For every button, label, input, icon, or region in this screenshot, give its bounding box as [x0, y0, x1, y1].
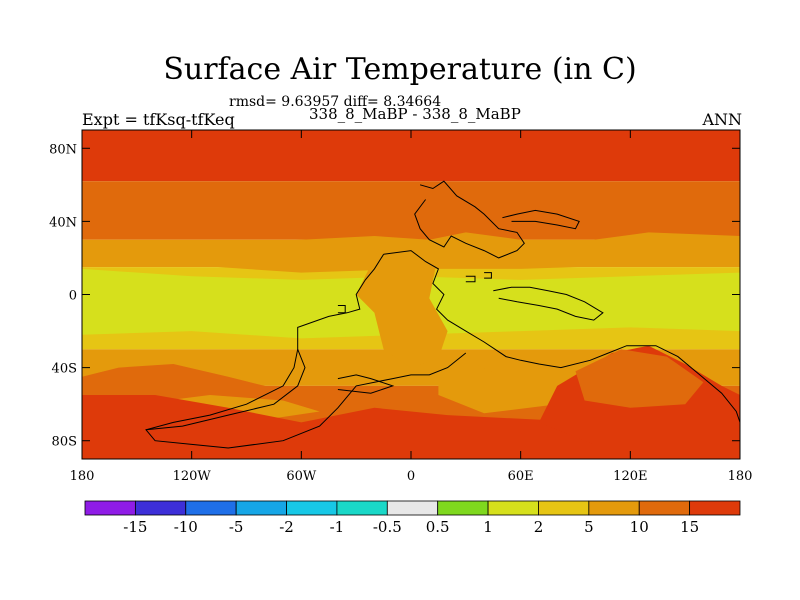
chart-subtitle: 338_8_MaBP - 338_8_MaBP	[309, 105, 521, 123]
colorbar-swatch-11	[638, 500, 691, 516]
colorbar-swatch-0	[84, 500, 136, 516]
rmsd-diff-text: rmsd= 9.63957 diff= 8.34664	[229, 94, 442, 110]
colorbar-label-5: -0.5	[373, 518, 402, 536]
colorbar-swatch-2	[185, 500, 237, 516]
experiment-label: Expt = tfKsq-tfKeq	[82, 110, 235, 129]
latitude-band-1	[82, 181, 740, 240]
contour-region-6	[82, 395, 740, 459]
temperature-field	[82, 130, 740, 459]
coastline-6	[493, 286, 604, 321]
coastline-3	[337, 374, 395, 394]
y-axis: 80N 40N 0 40S 80S	[49, 142, 740, 450]
colorbar-swatch-8	[487, 500, 539, 516]
colorbar-swatch-10	[588, 500, 640, 516]
coastline-1	[145, 254, 467, 449]
x-axis: 180 120W 60W 0 60E 120E 180	[70, 130, 753, 484]
contour-region-2	[356, 239, 448, 368]
latitude-band-0	[82, 130, 740, 182]
x-tick-label-3: 0	[407, 469, 415, 484]
x-tick-label-2: 60W	[286, 469, 317, 484]
colorbar-swatch-12	[689, 500, 741, 516]
y-tick-label-0: 80N	[49, 142, 77, 157]
coastline-8	[465, 275, 476, 283]
coastline-7	[337, 305, 346, 314]
season-label: ANN	[702, 110, 742, 129]
coastline-4	[414, 180, 525, 259]
x-tick-label-1: 120W	[173, 469, 212, 484]
y-tick-label-2: 0	[69, 289, 77, 304]
colorbar-swatch-3	[235, 500, 287, 516]
y-tick-label-1: 40N	[49, 215, 77, 230]
colorbar-swatch-5	[336, 500, 388, 516]
contour-region-8	[575, 349, 704, 408]
colorbar-label-3: -2	[279, 518, 294, 536]
colorbar-swatch-1	[134, 500, 187, 516]
coastline-2	[145, 349, 306, 431]
chart-title: Surface Air Temperature (in C)	[163, 52, 637, 87]
coastline-9	[484, 272, 492, 279]
colorbar-label-7: 1	[483, 518, 493, 536]
x-tick-label-5: 120E	[613, 469, 647, 484]
colorbar-swatch-6	[386, 500, 439, 516]
colorbar-label-9: 5	[584, 518, 594, 536]
colorbar-label-1: -10	[174, 518, 198, 536]
x-tick-label-6: 180	[728, 469, 753, 484]
colorbar: -15 -10 -5 -2 -1 -0.5 0.5 1 2 5 10 15	[84, 500, 741, 536]
colorbar-label-0: -15	[123, 518, 147, 536]
colorbar-swatch-7	[437, 500, 489, 516]
coastline-0	[383, 250, 740, 423]
colorbar-label-10: 10	[630, 518, 649, 536]
colorbar-label-8: 2	[534, 518, 544, 536]
coastline-5	[502, 209, 580, 230]
colorbar-swatch-4	[286, 500, 338, 516]
x-tick-label-0: 180	[70, 469, 95, 484]
y-tick-label-4: 80S	[52, 435, 77, 450]
colorbar-label-11: 15	[680, 518, 699, 536]
colorbar-swatch-9	[538, 500, 590, 516]
colorbar-label-6: 0.5	[426, 518, 450, 536]
x-tick-label-4: 60E	[508, 469, 534, 484]
contour-region-3	[438, 364, 558, 414]
y-tick-label-3: 40S	[52, 362, 77, 377]
continent-outlines	[145, 180, 740, 449]
colorbar-label-4: -1	[330, 518, 345, 536]
colorbar-label-2: -5	[229, 518, 244, 536]
